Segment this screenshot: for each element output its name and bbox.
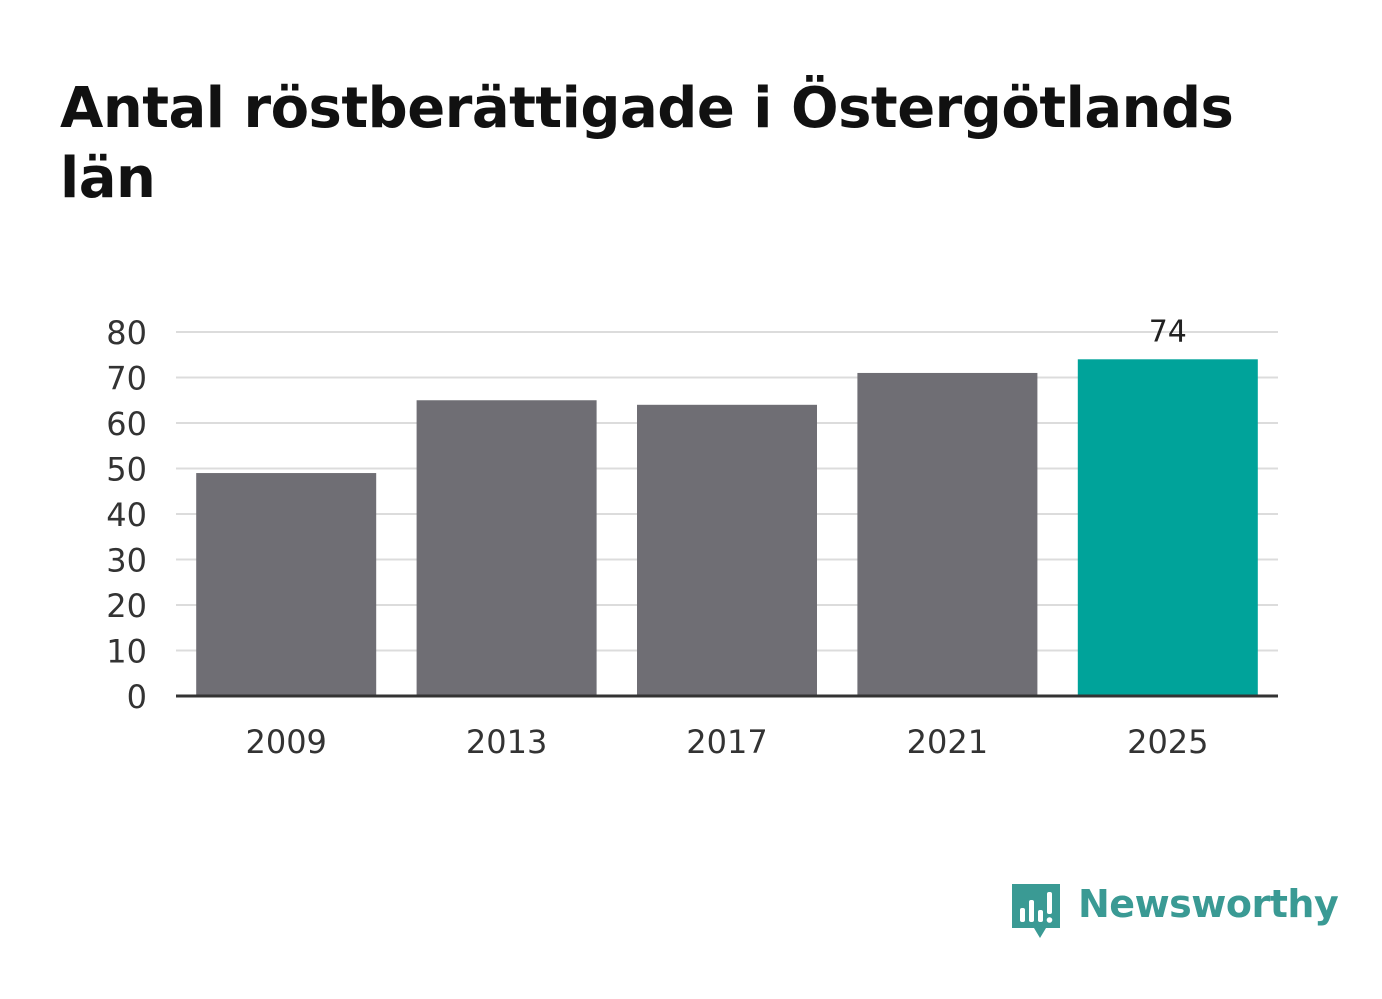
y-tick-label: 0 — [127, 678, 147, 716]
data-label: 74 — [1149, 314, 1187, 349]
bar-2009 — [196, 473, 377, 696]
x-tick-label: 2017 — [686, 723, 767, 761]
y-tick-label: 70 — [106, 360, 147, 398]
data-labels: 74 — [1149, 314, 1187, 349]
x-tick-label: 2021 — [907, 723, 988, 761]
bar-chart-speech-bubble-icon — [1012, 884, 1060, 938]
y-tick-label: 50 — [106, 451, 147, 489]
bar-2021 — [857, 372, 1038, 696]
y-tick-label: 60 — [106, 405, 147, 443]
bar-2013 — [416, 400, 597, 696]
bars — [196, 359, 1258, 696]
x-tick-label: 2009 — [245, 723, 326, 761]
bar-2017 — [637, 404, 817, 696]
y-tick-label: 30 — [106, 542, 147, 580]
y-tick-label: 40 — [106, 496, 147, 534]
y-tick-label: 10 — [106, 633, 147, 671]
brand-name: Newsworthy — [1078, 882, 1339, 926]
chart-title: Antal röstberättigade i Östergötlands lä… — [60, 76, 1234, 211]
y-tick-label: 20 — [106, 587, 147, 625]
x-axis-tick-labels: 2009 2013 2017 2021 2025 — [245, 723, 1208, 761]
x-tick-label: 2025 — [1127, 723, 1208, 761]
y-tick-label: 80 — [106, 314, 147, 352]
newsworthy-logo: Newsworthy — [1010, 878, 1339, 942]
y-axis-tick-labels: 0 10 20 30 40 50 60 70 80 — [106, 314, 147, 716]
x-tick-label: 2013 — [466, 723, 547, 761]
bar-2025 — [1077, 359, 1258, 696]
